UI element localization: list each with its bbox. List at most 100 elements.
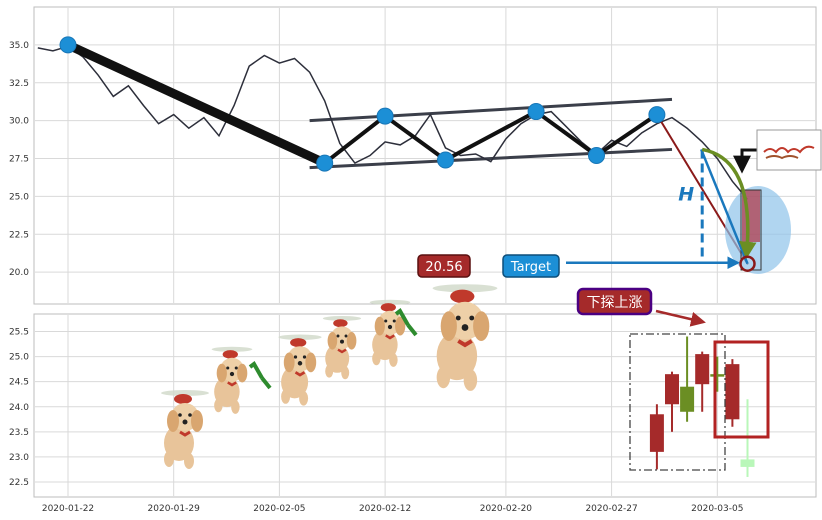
dog-ear (237, 363, 248, 383)
channel-lines (309, 97, 673, 170)
pivot-point (648, 106, 666, 124)
dog-collar (385, 334, 395, 340)
pivot-point (316, 154, 334, 172)
upper-channel-line (309, 97, 673, 123)
dog-leg (299, 391, 309, 406)
dog-ear (374, 316, 385, 336)
helmet (174, 394, 192, 404)
zigzag-segment (322, 114, 388, 166)
propeller (278, 334, 322, 340)
y-tick-label: 27.5 (9, 155, 29, 165)
pivot-point (437, 151, 454, 169)
dog-ear (191, 410, 203, 432)
dog-eye (188, 413, 192, 417)
lower-channel-line (309, 147, 673, 170)
y-tick-label: 22.5 (9, 478, 29, 488)
y-tick-label: 24.0 (9, 403, 29, 413)
dog-leg (341, 366, 350, 380)
x-tick-label: 2020-01-29 (148, 504, 201, 514)
dog-eye (392, 319, 396, 323)
flying-dog (322, 316, 362, 380)
dog-nose (340, 339, 344, 344)
x-tick-label: 2020-02-20 (480, 504, 533, 514)
dog-eye (226, 366, 230, 370)
candles (649, 336, 755, 477)
y-tick-label: 24.5 (9, 378, 29, 388)
dog-eye (469, 315, 475, 321)
target-badge: Target (502, 254, 560, 278)
dog-eye (234, 366, 238, 370)
dog-leg (389, 353, 398, 367)
zigzag-segment (594, 112, 659, 158)
propeller (432, 284, 498, 293)
x-tick-label: 2020-01-22 (42, 504, 94, 514)
pivot-point (376, 107, 394, 125)
green-helicopter (248, 361, 272, 390)
dog-eye (302, 355, 307, 359)
helmet (222, 350, 238, 359)
dog-collar (337, 348, 347, 354)
dog-leg (164, 451, 174, 467)
x-tick-label: 2020-02-27 (585, 504, 637, 514)
y-tick-label: 30.0 (9, 117, 29, 127)
dog-ear (216, 363, 227, 383)
candle-body (649, 414, 664, 452)
value-badge-text: 20.56 (425, 260, 462, 275)
y-tick-label: 23.0 (9, 453, 29, 463)
zigzag-segment (534, 109, 599, 158)
y-tick-label: 25.0 (9, 353, 29, 363)
dog-leg (281, 389, 291, 404)
candle-body (740, 459, 755, 467)
dog-leg (184, 453, 194, 469)
propeller (211, 346, 253, 352)
dog-nose (387, 324, 393, 330)
x-ticks: 2020-01-22 2020-01-29 2020-02-05 2020-02-12… (42, 504, 744, 514)
dog-leg (372, 351, 381, 366)
flying-dog (161, 390, 209, 469)
dog-leg (231, 400, 240, 414)
dog-leg (436, 366, 451, 389)
dog-nose (229, 371, 235, 377)
zigzag-segment (383, 114, 448, 163)
y-ticks-top: 35.0 32.5 30.0 27.5 25.0 22.5 20.0 (9, 41, 29, 278)
helmet (290, 338, 307, 348)
pattern-badge: 下探上涨 (576, 287, 653, 316)
flying-dog (369, 299, 411, 367)
y-ticks-bottom: 25.5 25.0 24.5 24.0 23.5 23.0 22.5 (9, 328, 29, 488)
dog-leg (325, 364, 334, 378)
flying-dog (278, 334, 322, 406)
reindeer-sleigh-thumbnail (756, 129, 822, 171)
dog-ear (346, 332, 357, 350)
helmet (333, 319, 348, 328)
dogs (161, 284, 498, 469)
dog-eye (293, 355, 298, 359)
dog-eye (344, 334, 348, 338)
projection-arrow (701, 147, 757, 260)
dog-collar (294, 371, 306, 377)
x-tick-label: 2020-02-05 (253, 504, 305, 514)
highlight-box (713, 340, 770, 439)
dog-eye (178, 413, 182, 417)
y-tick-label: 22.5 (9, 230, 29, 240)
dog-nose (461, 324, 469, 331)
dog-leg (463, 369, 478, 391)
pivots (59, 36, 756, 272)
candle-body (665, 374, 679, 405)
dog-collar (457, 339, 473, 348)
y-tick-label: 25.5 (9, 328, 29, 338)
green-helicopter (394, 308, 418, 337)
y-tick-label: 23.5 (9, 428, 29, 438)
dog-nose (182, 419, 188, 425)
propeller (322, 316, 362, 321)
candle-body (725, 364, 740, 420)
candle-body (680, 386, 695, 412)
x-tick-label: 2020-02-12 (359, 504, 411, 514)
dog-ear (473, 311, 490, 341)
dog-collar (227, 381, 237, 387)
zigzag-segment (63, 40, 330, 168)
dog-ear (440, 311, 457, 341)
y-tick-label: 35.0 (9, 41, 29, 51)
y-tick-label: 25.0 (9, 192, 29, 202)
dog-ear (283, 352, 295, 373)
